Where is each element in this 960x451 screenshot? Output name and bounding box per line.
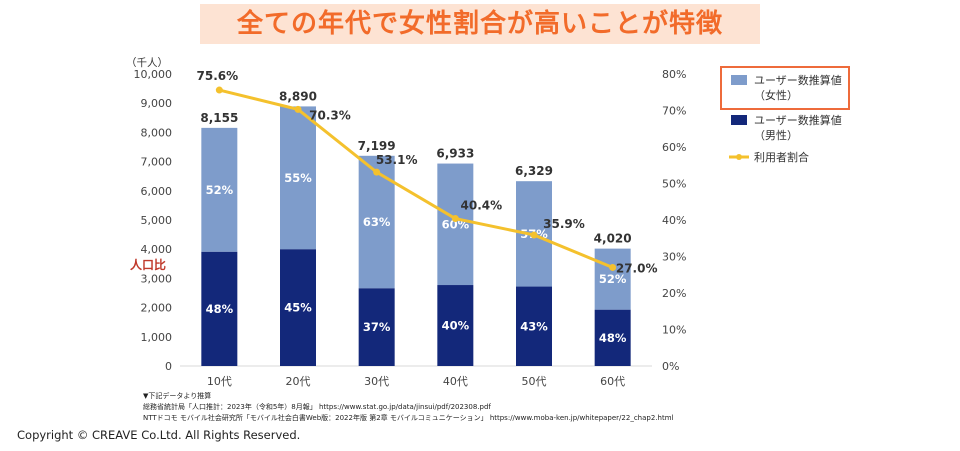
- legend-swatch: [731, 115, 747, 125]
- female-percent-label: 63%: [363, 215, 391, 229]
- female-percent-label: 52%: [206, 183, 234, 197]
- x-tick-label: 30代: [364, 375, 389, 388]
- bar-total-label: 4,020: [594, 232, 632, 246]
- male-percent-label: 45%: [284, 301, 312, 315]
- male-percent-label: 37%: [363, 320, 391, 334]
- bar-female: [280, 106, 316, 250]
- y-right-tick-label: 70%: [662, 105, 686, 118]
- y-left-tick-label: 4,000: [141, 243, 173, 256]
- page-headline: 全ての年代で女性割合が高いことが特徴: [200, 4, 760, 44]
- bar-total-label: 8,155: [200, 111, 238, 125]
- source-note: ▼下記データより推算: [143, 391, 211, 400]
- y-left-tick-label: 9,000: [141, 97, 173, 110]
- y-right-tick-label: 0%: [662, 360, 679, 373]
- bar-total-label: 6,933: [436, 147, 474, 161]
- y-right-tick-label: 50%: [662, 178, 686, 191]
- usage-rate-label: 35.9%: [543, 217, 585, 231]
- bar-male: [516, 286, 552, 366]
- usage-rate-label: 27.0%: [616, 261, 658, 275]
- y-left-tick-label: 1,000: [141, 331, 173, 344]
- x-tick-label: 40代: [443, 375, 468, 388]
- legend-label: ユーザー数推算値: [754, 73, 842, 87]
- legend-label: （女性）: [754, 88, 798, 102]
- y-right-tick-label: 10%: [662, 324, 686, 337]
- y-left-tick-label: 6,000: [141, 185, 173, 198]
- legend-highlight-frame: [720, 66, 850, 110]
- male-percent-label: 48%: [206, 302, 234, 316]
- bar-male: [280, 249, 316, 366]
- legend-swatch: [731, 75, 747, 85]
- y-left-tick-label: 0: [165, 360, 172, 373]
- y-right-tick-label: 20%: [662, 287, 686, 300]
- bar-female: [201, 127, 238, 252]
- usage-rate-label: 53.1%: [376, 153, 418, 167]
- usage-rate-point: [530, 231, 538, 239]
- bar-male: [594, 309, 631, 366]
- usage-rate-line: [218, 88, 614, 269]
- y-left-tick-label: 2,000: [141, 302, 173, 315]
- usage-rate-point: [373, 168, 381, 176]
- y-right-tick-label: 30%: [662, 251, 686, 264]
- y-right-tick-label: 80%: [662, 68, 686, 81]
- source-note: 総務省統計局「人口推計：2023年（令和5年）8月報」 https://www.…: [143, 402, 491, 411]
- y-left-tick-label: 3,000: [141, 272, 173, 285]
- x-tick-label: 20代: [286, 375, 311, 388]
- legend-label: 利用者割合: [754, 150, 809, 164]
- y-left-tick-label: 5,000: [141, 214, 173, 227]
- usage-rate-point: [294, 105, 302, 113]
- usage-rate-point: [451, 215, 459, 223]
- female-percent-label: 55%: [284, 171, 312, 185]
- y-right-tick-label: 60%: [662, 141, 686, 154]
- y-left-tick-label: 8,000: [141, 126, 173, 139]
- usage-rate-label: 40.4%: [461, 199, 503, 213]
- y-right-tick-label: 40%: [662, 214, 686, 227]
- population-ratio-annotation: 人口比: [130, 257, 166, 272]
- male-percent-label: 43%: [520, 319, 548, 333]
- x-tick-label: 60代: [600, 375, 625, 388]
- bar-male: [201, 251, 238, 366]
- usage-rate-point: [215, 86, 223, 94]
- y-left-unit: （千人）: [126, 57, 168, 69]
- legend-label: （男性）: [754, 128, 798, 142]
- x-tick-label: 10代: [207, 375, 232, 388]
- legend-line-marker: [736, 154, 742, 160]
- y-left-tick-label: 10,000: [134, 68, 173, 81]
- bar-female: [594, 248, 631, 310]
- usage-rate-label: 70.3%: [309, 108, 351, 122]
- bar-female: [437, 163, 474, 286]
- x-tick-label: 50代: [522, 375, 547, 388]
- copyright-text: Copyright © CREAVE Co.Ltd. All Rights Re…: [17, 428, 301, 442]
- male-percent-label: 48%: [599, 331, 627, 345]
- usage-rate-label: 75.6%: [197, 69, 239, 83]
- bar-male: [358, 288, 395, 366]
- bar-total-label: 6,329: [515, 164, 553, 178]
- source-note: NTTドコモ モバイル社会研究所「モバイル社会白書Web版：2022年版 第2章…: [143, 413, 674, 422]
- legend-label: ユーザー数推算値: [754, 113, 842, 127]
- male-percent-label: 40%: [442, 319, 470, 333]
- y-left-tick-label: 7,000: [141, 156, 173, 169]
- usage-rate-point: [609, 263, 617, 271]
- bar-total-label: 7,199: [358, 139, 396, 153]
- bar-male: [437, 285, 474, 366]
- female-percent-label: 52%: [599, 272, 627, 286]
- bar-total-label: 8,890: [279, 89, 317, 103]
